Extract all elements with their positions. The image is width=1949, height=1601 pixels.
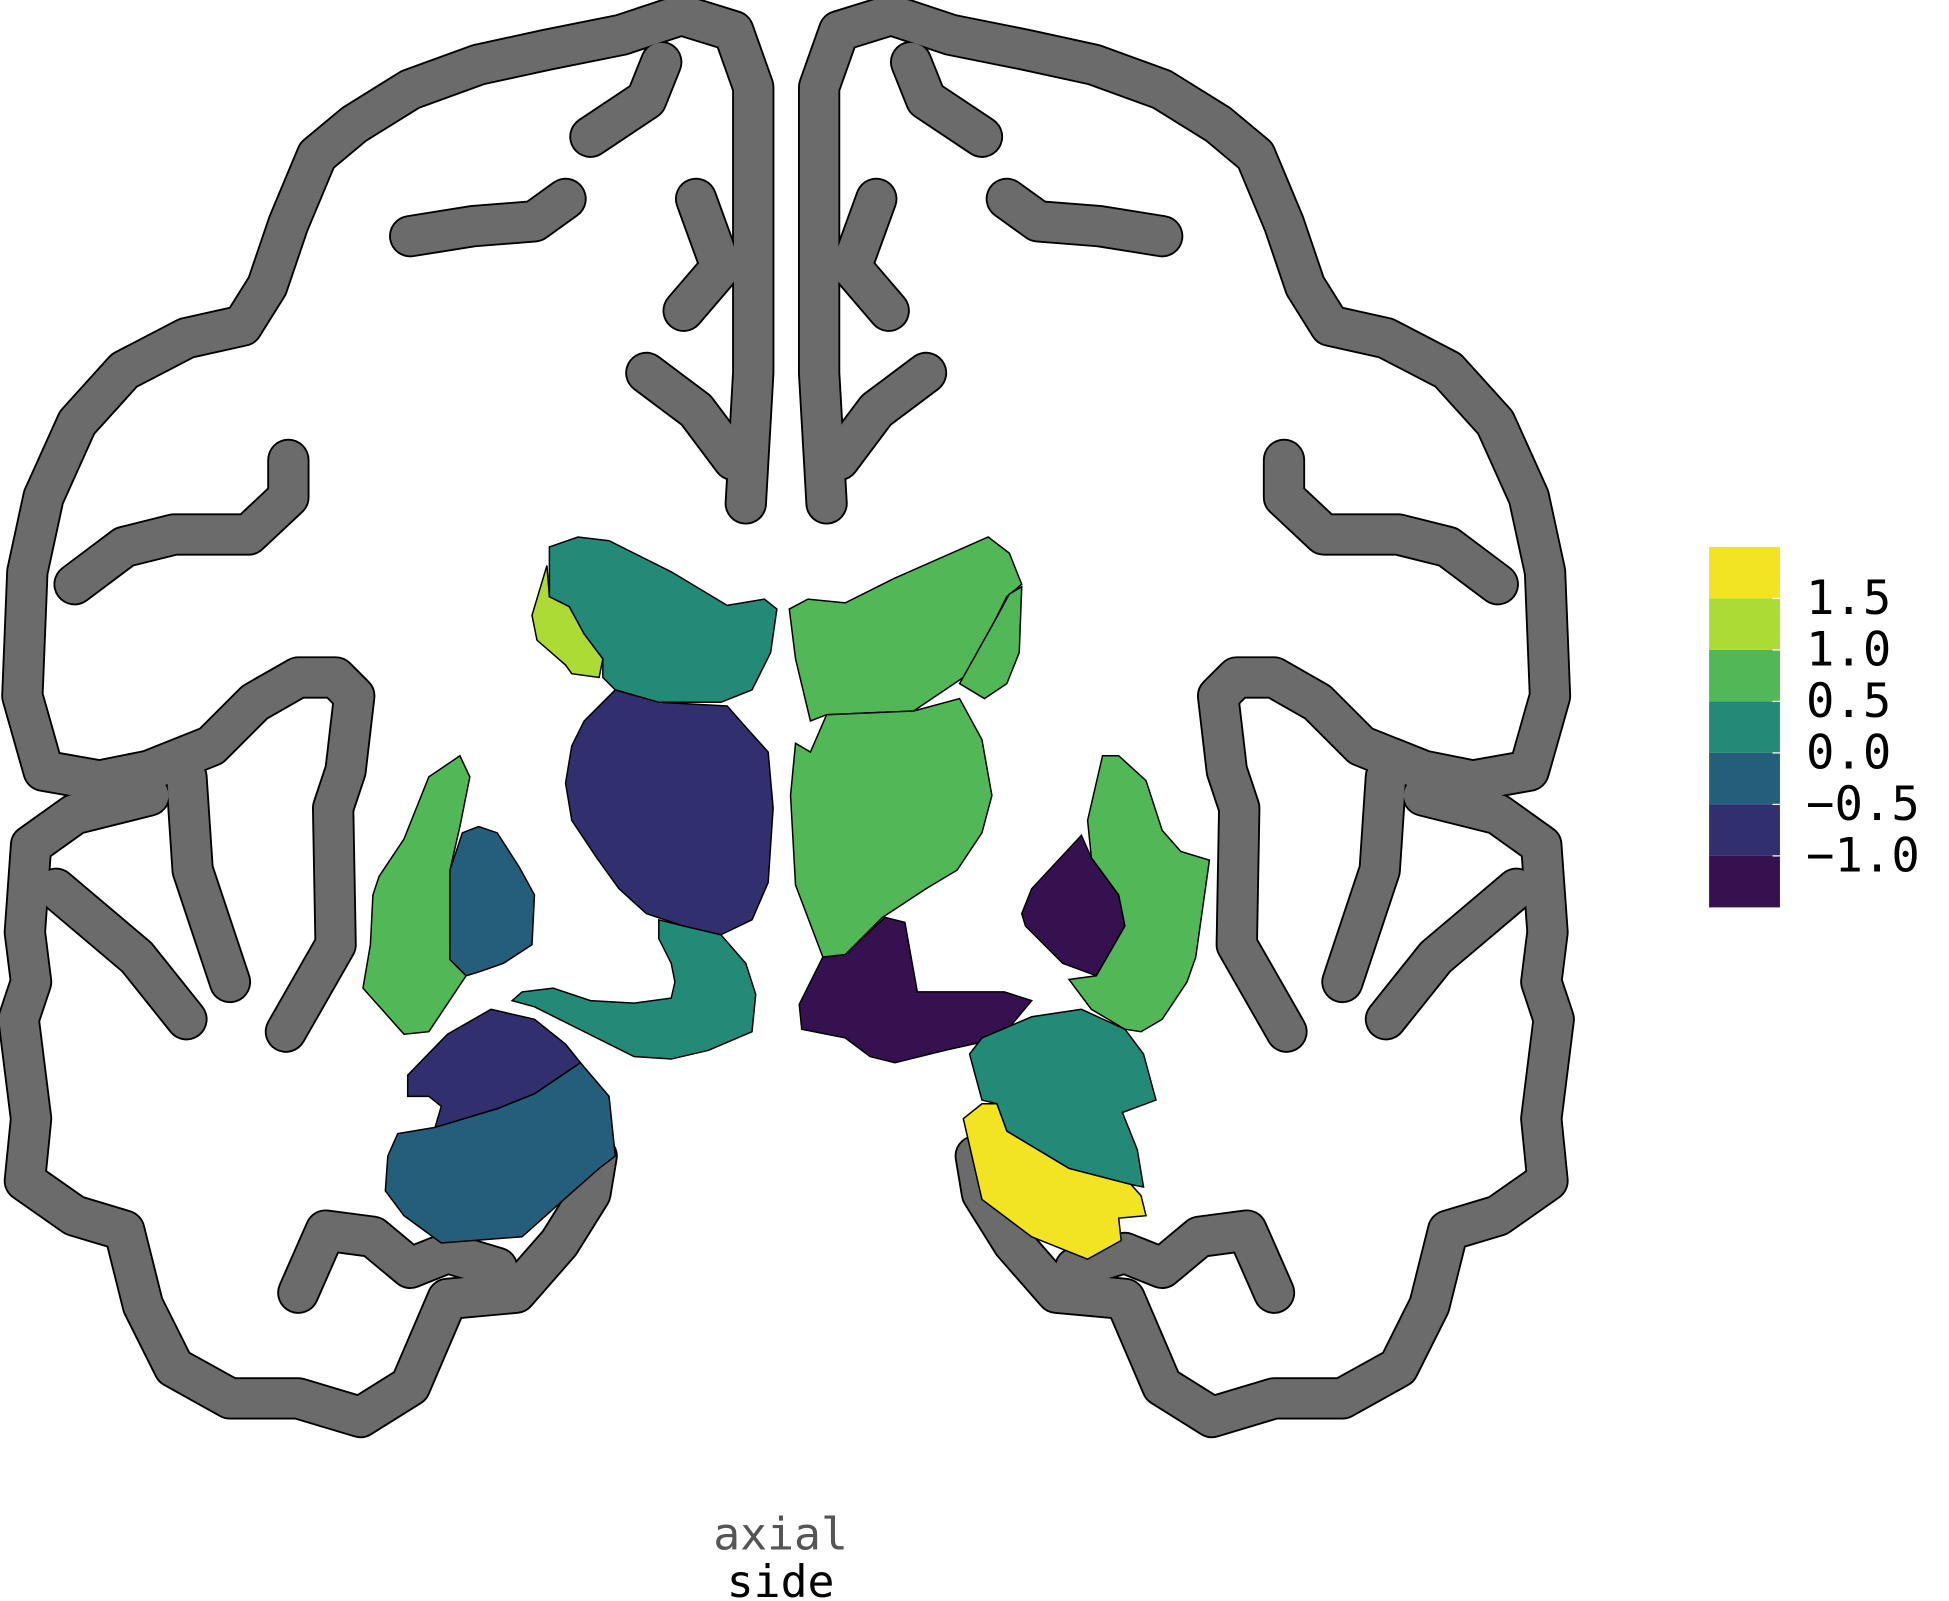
brain-region — [789, 697, 993, 958]
brain-region — [962, 1103, 1147, 1260]
brain-region — [510, 918, 757, 1060]
left-hemisphere — [0, 0, 775, 1439]
subtitle: axial — [713, 1508, 848, 1561]
brain-region — [564, 689, 774, 936]
cortex-ribbon — [1323, 757, 1406, 1002]
brain-region — [449, 825, 536, 977]
regions — [362, 536, 1211, 1260]
brain-region — [384, 1061, 617, 1244]
cortex-ribbon — [832, 179, 909, 331]
cortex — [0, 0, 1575, 1439]
colorbar-tick-label: 0.5 — [1806, 674, 1891, 729]
cortex-ribbon — [571, 42, 681, 157]
cortex-ribbon — [819, 353, 946, 480]
cortex-ribbon — [664, 179, 741, 331]
cortex-ribbon — [0, 776, 616, 1437]
cortex-ribbon — [167, 757, 250, 1002]
brain-region — [548, 536, 778, 704]
cortex-ribbon — [891, 42, 1002, 157]
cortex-ribbon — [390, 179, 585, 256]
cortex-ribbon — [799, 0, 1570, 1051]
cortex-ribbon — [1366, 869, 1536, 1039]
cortex-ribbon — [987, 179, 1182, 256]
cortex-ribbon — [627, 353, 753, 480]
colorbar-bin — [1709, 546, 1780, 599]
colorbar-bin — [1709, 701, 1780, 753]
colorbar-tick-label: 0.0 — [1806, 725, 1891, 780]
colorbar-tick-label: −0.5 — [1806, 777, 1920, 832]
colorbar-bin — [1709, 804, 1780, 856]
colorbar: −1.0−0.50.00.51.01.5 — [1709, 546, 1920, 908]
cortex-ribbon — [36, 869, 206, 1039]
colorbar-tick-label: 1.5 — [1806, 571, 1891, 626]
colorbar-bin — [1709, 855, 1780, 908]
cortex-ribbon — [279, 1211, 517, 1312]
cortex-ribbon — [3, 0, 773, 1051]
colorbar-bin — [1709, 649, 1780, 702]
right-hemisphere — [797, 0, 1575, 1439]
colorbar-tick-label: 1.0 — [1806, 622, 1891, 677]
cortex-ribbon — [55, 440, 308, 604]
colorbar-bin — [1709, 598, 1780, 650]
cortex-ribbon — [1055, 1211, 1294, 1312]
brain-region — [1067, 755, 1211, 1033]
cortex-ribbon — [956, 776, 1573, 1437]
cortex-ribbon — [1264, 440, 1518, 604]
x-axis-label: side — [727, 1555, 835, 1601]
colorbar-tick-label: −1.0 — [1806, 828, 1920, 883]
colorbar-bin — [1709, 752, 1780, 805]
brain-region — [958, 585, 1023, 700]
